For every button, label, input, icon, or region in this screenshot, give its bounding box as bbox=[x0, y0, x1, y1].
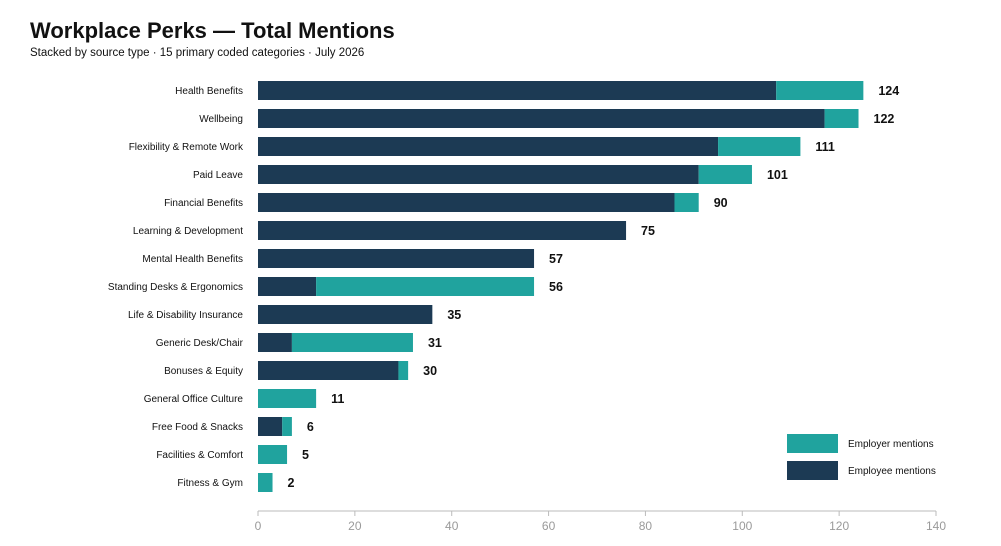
bar-employee-financial-benefits bbox=[258, 193, 675, 212]
bar-employee-generic-desk-chair bbox=[258, 333, 292, 352]
total-label-generic-desk-chair: 31 bbox=[428, 336, 442, 350]
bar-employer-flexibility-and-remote-work bbox=[718, 137, 801, 156]
category-label-paid-leave: Paid Leave bbox=[193, 170, 243, 181]
category-label-generic-desk-chair: Generic Desk/Chair bbox=[156, 338, 244, 349]
chart-subtitle: Stacked by source type · 15 primary code… bbox=[30, 47, 365, 59]
legend-label-employer-mentions: Employer mentions bbox=[848, 439, 934, 450]
x-tick-label-60: 60 bbox=[542, 519, 556, 533]
category-label-health-benefits: Health Benefits bbox=[175, 86, 243, 97]
x-tick-label-40: 40 bbox=[445, 519, 459, 533]
bar-employee-wellbeing bbox=[258, 109, 825, 128]
total-label-life-and-disability-insurance: 35 bbox=[447, 308, 461, 322]
bar-employee-bonuses-and-equity bbox=[258, 361, 399, 380]
legend-swatch-employer-mentions bbox=[787, 434, 838, 453]
chart-title: Workplace Perks — Total Mentions bbox=[30, 18, 395, 43]
total-label-bonuses-and-equity: 30 bbox=[423, 364, 437, 378]
total-label-health-benefits: 124 bbox=[878, 84, 899, 98]
bar-employer-facilities-and-comfort bbox=[258, 445, 288, 464]
bar-employer-general-office-culture bbox=[258, 389, 317, 408]
bar-employee-standing-desks-and-ergonomics bbox=[258, 277, 317, 296]
bar-employer-standing-desks-and-ergonomics bbox=[316, 277, 535, 296]
category-label-mental-health-benefits: Mental Health Benefits bbox=[142, 254, 243, 265]
x-tick-label-100: 100 bbox=[732, 519, 752, 533]
total-label-flexibility-and-remote-work: 111 bbox=[815, 140, 835, 154]
total-label-financial-benefits: 90 bbox=[714, 196, 728, 210]
total-label-facilities-and-comfort: 5 bbox=[302, 448, 309, 462]
total-label-wellbeing: 122 bbox=[874, 112, 895, 126]
bar-employee-learning-and-development bbox=[258, 221, 627, 240]
x-tick-label-80: 80 bbox=[639, 519, 653, 533]
total-label-fitness-and-gym: 2 bbox=[288, 476, 295, 490]
bar-employer-wellbeing bbox=[824, 109, 859, 128]
category-label-life-and-disability-insurance: Life & Disability Insurance bbox=[128, 310, 243, 321]
x-tick-label-0: 0 bbox=[255, 519, 262, 533]
category-label-standing-desks-and-ergonomics: Standing Desks & Ergonomics bbox=[108, 282, 243, 293]
bar-employer-financial-benefits bbox=[674, 193, 699, 212]
bar-employee-free-food-and-snacks bbox=[258, 417, 283, 436]
x-tick-label-120: 120 bbox=[829, 519, 849, 533]
total-label-paid-leave: 101 bbox=[767, 168, 788, 182]
category-label-financial-benefits: Financial Benefits bbox=[164, 198, 243, 209]
legend-swatch-employee-mentions bbox=[787, 461, 838, 480]
category-label-flexibility-and-remote-work: Flexibility & Remote Work bbox=[129, 142, 244, 153]
total-label-mental-health-benefits: 57 bbox=[549, 252, 563, 266]
category-label-free-food-and-snacks: Free Food & Snacks bbox=[152, 422, 243, 433]
total-label-learning-and-development: 75 bbox=[641, 224, 655, 238]
category-label-facilities-and-comfort: Facilities & Comfort bbox=[156, 450, 243, 461]
bar-employer-fitness-and-gym bbox=[258, 473, 273, 492]
category-label-learning-and-development: Learning & Development bbox=[133, 226, 243, 237]
bar-employer-bonuses-and-equity bbox=[398, 361, 409, 380]
legend-label-employee-mentions: Employee mentions bbox=[848, 466, 936, 477]
category-label-bonuses-and-equity: Bonuses & Equity bbox=[164, 366, 243, 377]
total-label-free-food-and-snacks: 6 bbox=[307, 420, 314, 434]
total-label-standing-desks-and-ergonomics: 56 bbox=[549, 280, 563, 294]
bar-employer-free-food-and-snacks bbox=[282, 417, 292, 436]
bar-employee-flexibility-and-remote-work bbox=[258, 137, 719, 156]
bar-employer-generic-desk-chair bbox=[291, 333, 413, 352]
category-label-fitness-and-gym: Fitness & Gym bbox=[177, 478, 243, 489]
bar-employee-paid-leave bbox=[258, 165, 699, 184]
bar-employer-paid-leave bbox=[698, 165, 752, 184]
x-tick-label-140: 140 bbox=[926, 519, 946, 533]
bar-employee-health-benefits bbox=[258, 81, 777, 100]
total-label-general-office-culture: 11 bbox=[331, 392, 344, 406]
bar-employee-mental-health-benefits bbox=[258, 249, 535, 268]
bar-employer-health-benefits bbox=[776, 81, 864, 100]
category-label-general-office-culture: General Office Culture bbox=[144, 394, 244, 405]
category-label-wellbeing: Wellbeing bbox=[199, 114, 243, 125]
x-tick-label-20: 20 bbox=[348, 519, 362, 533]
bar-employee-life-and-disability-insurance bbox=[258, 305, 433, 324]
